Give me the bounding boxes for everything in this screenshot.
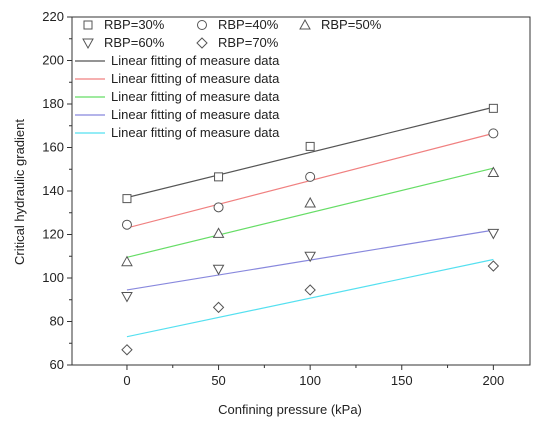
y-tick-label: 200 <box>42 53 64 68</box>
legend-label: Linear fitting of measure data <box>111 125 280 140</box>
data-point <box>487 166 500 178</box>
legend-marker <box>299 18 311 30</box>
y-tick-label: 100 <box>42 270 64 285</box>
legend-marker <box>82 38 94 50</box>
data-point <box>214 172 224 182</box>
legend-label: Linear fitting of measure data <box>111 53 280 68</box>
y-tick-label: 180 <box>42 96 64 111</box>
legend-marker <box>197 20 207 30</box>
x-tick-label: 50 <box>211 373 225 388</box>
fit-line <box>126 167 494 258</box>
y-tick-label: 120 <box>42 227 64 242</box>
fit-lines <box>126 106 494 338</box>
data-markers <box>121 103 500 356</box>
data-point <box>121 344 133 356</box>
data-point <box>488 103 498 113</box>
legend-label: Linear fitting of measure data <box>111 71 280 86</box>
data-point <box>488 128 499 139</box>
data-point <box>304 196 317 208</box>
fit-line <box>126 258 494 338</box>
y-axis: 60 80 100 120 140 160 180 200 220 <box>42 9 72 372</box>
legend-label: RBP=30% <box>104 17 165 32</box>
data-point <box>213 202 224 213</box>
legend-label: RBP=70% <box>218 35 279 50</box>
y-tick-label: 160 <box>42 140 64 155</box>
x-tick-label: 200 <box>483 373 505 388</box>
data-point <box>212 264 225 276</box>
x-axis-title: Confining pressure (kPa) <box>218 402 362 417</box>
legend-label: RBP=40% <box>218 17 279 32</box>
data-point <box>487 260 500 272</box>
data-point <box>304 251 317 263</box>
x-tick-label: 150 <box>391 373 413 388</box>
plot-border <box>71 16 531 366</box>
data-point <box>212 227 225 238</box>
plot-area <box>71 16 531 366</box>
data-point <box>304 284 316 296</box>
data-point <box>121 255 133 267</box>
y-tick-label: 140 <box>42 183 64 198</box>
x-tick-label: 0 <box>123 373 130 388</box>
data-point <box>121 219 132 230</box>
data-point <box>305 171 316 182</box>
data-point <box>212 301 225 314</box>
legend-label: Linear fitting of measure data <box>111 107 280 122</box>
x-tick-label: 100 <box>299 373 321 388</box>
y-tick-label: 220 <box>42 9 64 24</box>
y-tick-label: 80 <box>50 314 64 329</box>
fit-line <box>126 106 494 199</box>
data-point <box>305 141 315 151</box>
data-point <box>121 291 133 303</box>
legend-label: RBP=60% <box>104 35 165 50</box>
data-point <box>122 194 132 204</box>
legend-marker <box>83 20 93 30</box>
data-point <box>487 228 500 240</box>
y-axis-title: Critical hydraulic gradient <box>12 119 27 265</box>
legend-label: Linear fitting of measure data <box>111 89 280 104</box>
y-tick-label: 60 <box>50 357 64 372</box>
x-axis: 0 50 100 150 200 <box>123 365 504 388</box>
legend: RBP=30% RBP=40% RBP=50% RBP=60% RBP=70% Linea… <box>75 17 382 140</box>
legend-marker <box>196 37 208 49</box>
legend-label: RBP=50% <box>321 17 382 32</box>
